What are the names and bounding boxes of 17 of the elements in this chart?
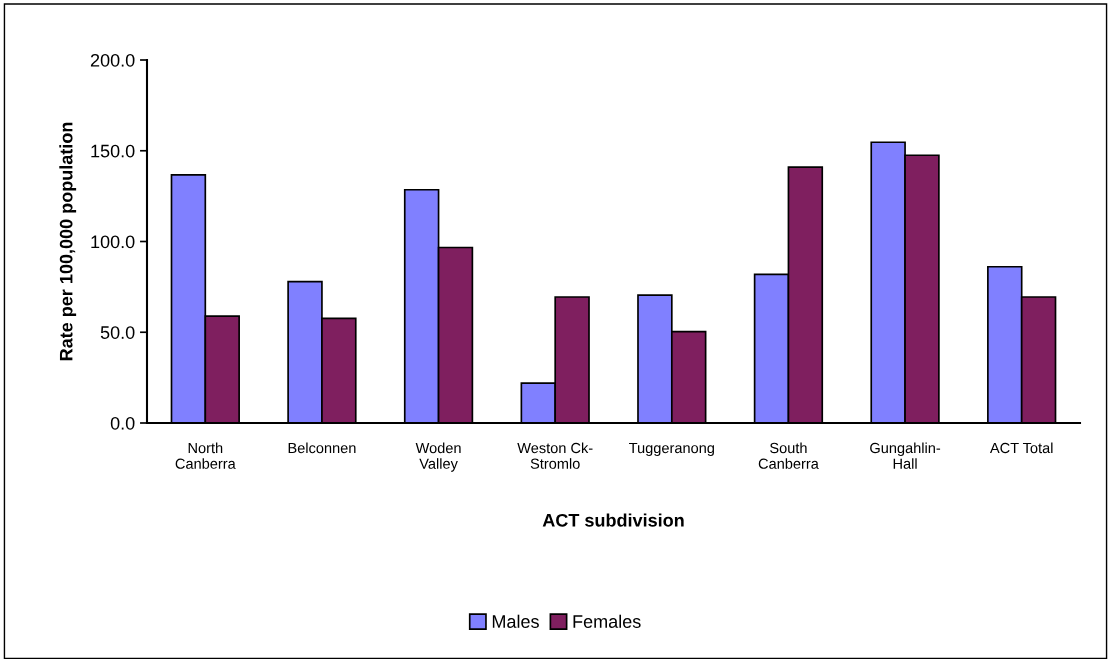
x-tick-label: Belconnen (288, 442, 356, 454)
x-tick-label: South Canberra (758, 442, 819, 469)
y-tick-label: 100.0 (91, 235, 135, 249)
x-tick-label: Woden Valley (415, 442, 461, 472)
legend-label: Males (492, 614, 539, 628)
x-tick-label: North Canberra (175, 442, 236, 469)
x-tick-label: Gungahlin- Hall (870, 442, 941, 469)
x-tick-label: Weston Ck- Stromlo (517, 442, 593, 469)
y-tick-label: 150.0 (91, 144, 135, 158)
y-tick-label: 50.0 (100, 326, 135, 339)
y-tick-label: 200.0 (90, 53, 135, 67)
x-tick-label: Tuggeranong (629, 442, 714, 457)
y-axis-title: Rate per 100,000 population (59, 122, 77, 361)
legend-label: Females (573, 614, 641, 628)
x-axis-title: ACT subdivision (542, 513, 684, 527)
y-tick-label: 0.0 (110, 416, 135, 430)
x-tick-label: ACT Total (989, 442, 1053, 454)
